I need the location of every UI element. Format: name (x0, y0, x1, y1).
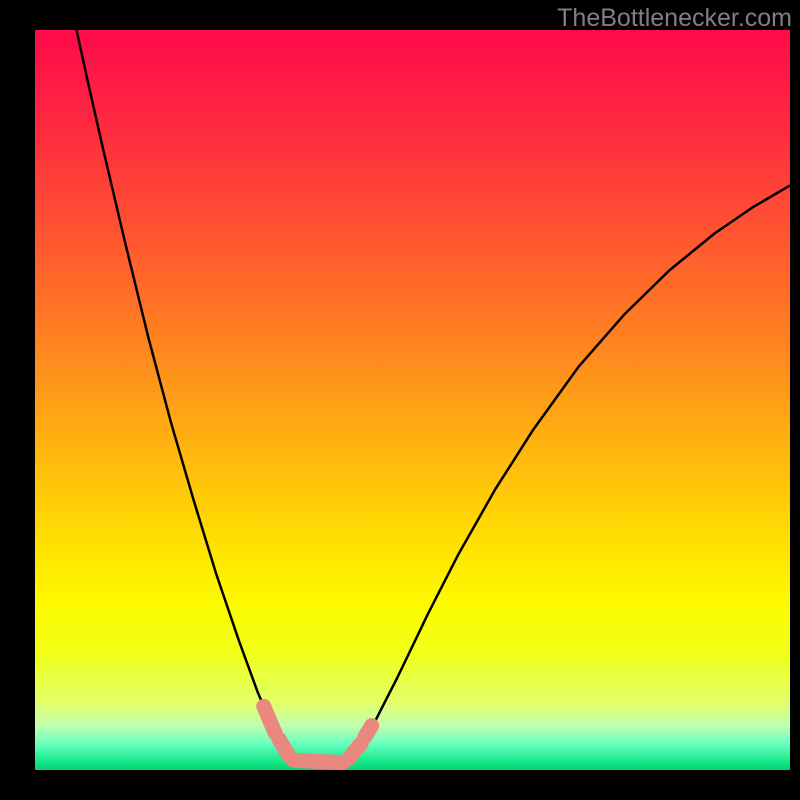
watermark-text: TheBottlenecker.com (557, 4, 792, 33)
chart-plot-area (35, 30, 790, 770)
highlight-segment (279, 739, 290, 757)
highlight-segment (365, 726, 372, 737)
highlight-segment (348, 743, 361, 759)
chart-svg (35, 30, 790, 770)
highlight-segment (294, 760, 343, 762)
bottleneck-curve (77, 30, 790, 766)
highlight-segment (264, 706, 275, 733)
